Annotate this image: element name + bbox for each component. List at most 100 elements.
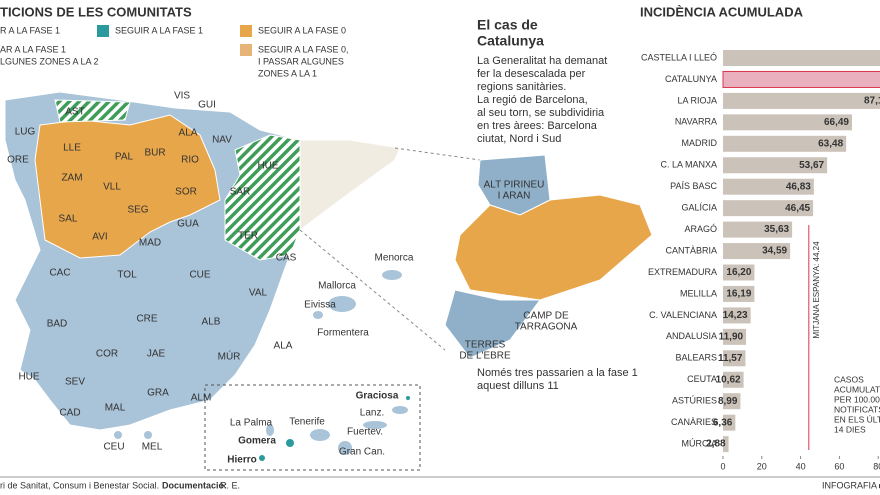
legend-label: AR A LA FASE 1 xyxy=(0,44,66,54)
value-label: 87,12 xyxy=(864,96,880,107)
catalonia-text: regions sanitàries. xyxy=(477,81,566,93)
connector xyxy=(394,147,481,161)
region-castilla-leon xyxy=(34,114,221,259)
island-label: Tenerife xyxy=(289,417,325,428)
region-catalonia xyxy=(299,139,401,231)
value-label: 53,67 xyxy=(799,160,824,171)
category-label: MADRID xyxy=(682,138,718,148)
category-label: ARAGÓ xyxy=(684,224,717,234)
map-label: TER xyxy=(238,231,258,242)
island-label: Lanz. xyxy=(360,408,384,419)
island-label: Formentera xyxy=(317,328,369,339)
map-label: CUE xyxy=(189,270,210,281)
chart-title: INCIDÈNCIA ACUMULADA xyxy=(640,4,804,19)
island-label: Eivissa xyxy=(304,300,336,311)
map-label: SOR xyxy=(175,187,197,198)
value-label: 63,48 xyxy=(818,138,843,149)
bar xyxy=(723,200,814,217)
legend-swatch xyxy=(240,25,252,37)
catalonia-text: en tres àrees: Barcelona xyxy=(477,120,598,132)
catalonia-text: al seu torn, se subdividiria xyxy=(477,107,605,119)
map-label: RIO xyxy=(181,155,199,166)
x-tick-label: 0 xyxy=(720,461,725,471)
map-label: LUG xyxy=(15,127,36,138)
map-label: ZAM xyxy=(61,173,82,184)
map-label: CAD xyxy=(59,408,80,419)
catalonia-text: fer la desescalada per xyxy=(477,68,586,80)
legend-label: ZONES A LA 1 xyxy=(258,68,317,78)
region-aragon xyxy=(224,134,301,261)
region-label: CAMP DE xyxy=(523,311,569,322)
region-label: TERRES xyxy=(465,340,506,351)
bar xyxy=(723,371,744,388)
footer-doc: R. E. xyxy=(220,480,240,490)
value-label: 11,90 xyxy=(719,331,744,342)
chart-note: CASOS xyxy=(834,374,864,384)
island-label: Gomera xyxy=(238,436,276,447)
bar xyxy=(723,178,814,195)
map-label: AVI xyxy=(92,232,107,243)
map-label: ALB xyxy=(202,317,221,328)
value-label: 10,62 xyxy=(716,374,741,385)
category-label: LA RIOJA xyxy=(677,95,717,105)
legend-swatch xyxy=(97,25,109,37)
value-label: 2,88 xyxy=(706,439,726,450)
catalonia-text: La Generalitat ha demanat xyxy=(477,55,607,67)
map-label: CAS xyxy=(276,253,297,264)
chart-note: ACUMULAT xyxy=(834,384,880,394)
x-tick-label: 60 xyxy=(834,461,844,471)
region-label: TARRAGONA xyxy=(515,322,578,333)
legend-label: SEGUIR A LA FASE 0, xyxy=(258,44,349,54)
value-label: 46,45 xyxy=(785,203,810,214)
category-label: BALEARS xyxy=(675,353,717,363)
catalonia-title: El cas de xyxy=(477,17,538,33)
legend-label: SEGUIR A LA FASE 0 xyxy=(258,25,346,35)
map-label: LLE xyxy=(63,143,81,154)
map-label: ALA xyxy=(274,341,293,352)
legend-label: R A LA FASE 1 xyxy=(0,25,60,35)
island xyxy=(313,311,323,319)
bar xyxy=(723,393,741,410)
bar xyxy=(723,307,751,324)
category-label: CANÀRIES xyxy=(671,417,717,427)
map-label: GUA xyxy=(177,219,199,230)
footer-doc-label: Documentació: xyxy=(162,480,227,490)
bar xyxy=(723,328,747,345)
bar xyxy=(723,135,847,152)
category-label: CEUTA xyxy=(687,374,717,384)
category-label: NAVARRA xyxy=(675,117,717,127)
region-terres-ebre xyxy=(444,289,541,359)
map-label: NAV xyxy=(212,135,232,146)
bar xyxy=(723,114,852,131)
bar xyxy=(723,157,828,174)
category-label: CASTELLA I LLEÓ xyxy=(641,52,717,62)
bar xyxy=(723,264,755,281)
bar xyxy=(723,350,746,367)
bar xyxy=(723,221,793,238)
footer-credit: INFOGRAFIA ▸ LE xyxy=(822,480,880,490)
legend-label: I PASSAR ALGUNES xyxy=(258,56,344,66)
map-label: TOL xyxy=(117,270,137,281)
chart-note: PER 100.00 xyxy=(834,394,880,404)
island xyxy=(144,431,152,439)
map-label: HUE xyxy=(257,161,278,172)
island xyxy=(266,424,274,436)
category-label: ASTÚRIES xyxy=(672,396,717,406)
map-label: ALA xyxy=(179,128,198,139)
bar xyxy=(723,285,755,302)
map-label: GRA xyxy=(147,388,169,399)
bar xyxy=(723,50,880,66)
map-label: BAD xyxy=(47,319,68,330)
footer-source: ri de Sanitat, Consum i Benestar Social. xyxy=(0,480,159,490)
map-label: SAL xyxy=(59,214,78,225)
map-label: ALM xyxy=(191,393,212,404)
island xyxy=(328,296,356,312)
category-label: EXTREMADURA xyxy=(648,267,717,277)
map-label: BUR xyxy=(144,148,165,159)
bar xyxy=(723,414,736,431)
value-label: 11,57 xyxy=(718,353,743,364)
island xyxy=(114,431,122,439)
island xyxy=(338,441,352,455)
category-label: CANTÀBRIA xyxy=(665,245,717,255)
